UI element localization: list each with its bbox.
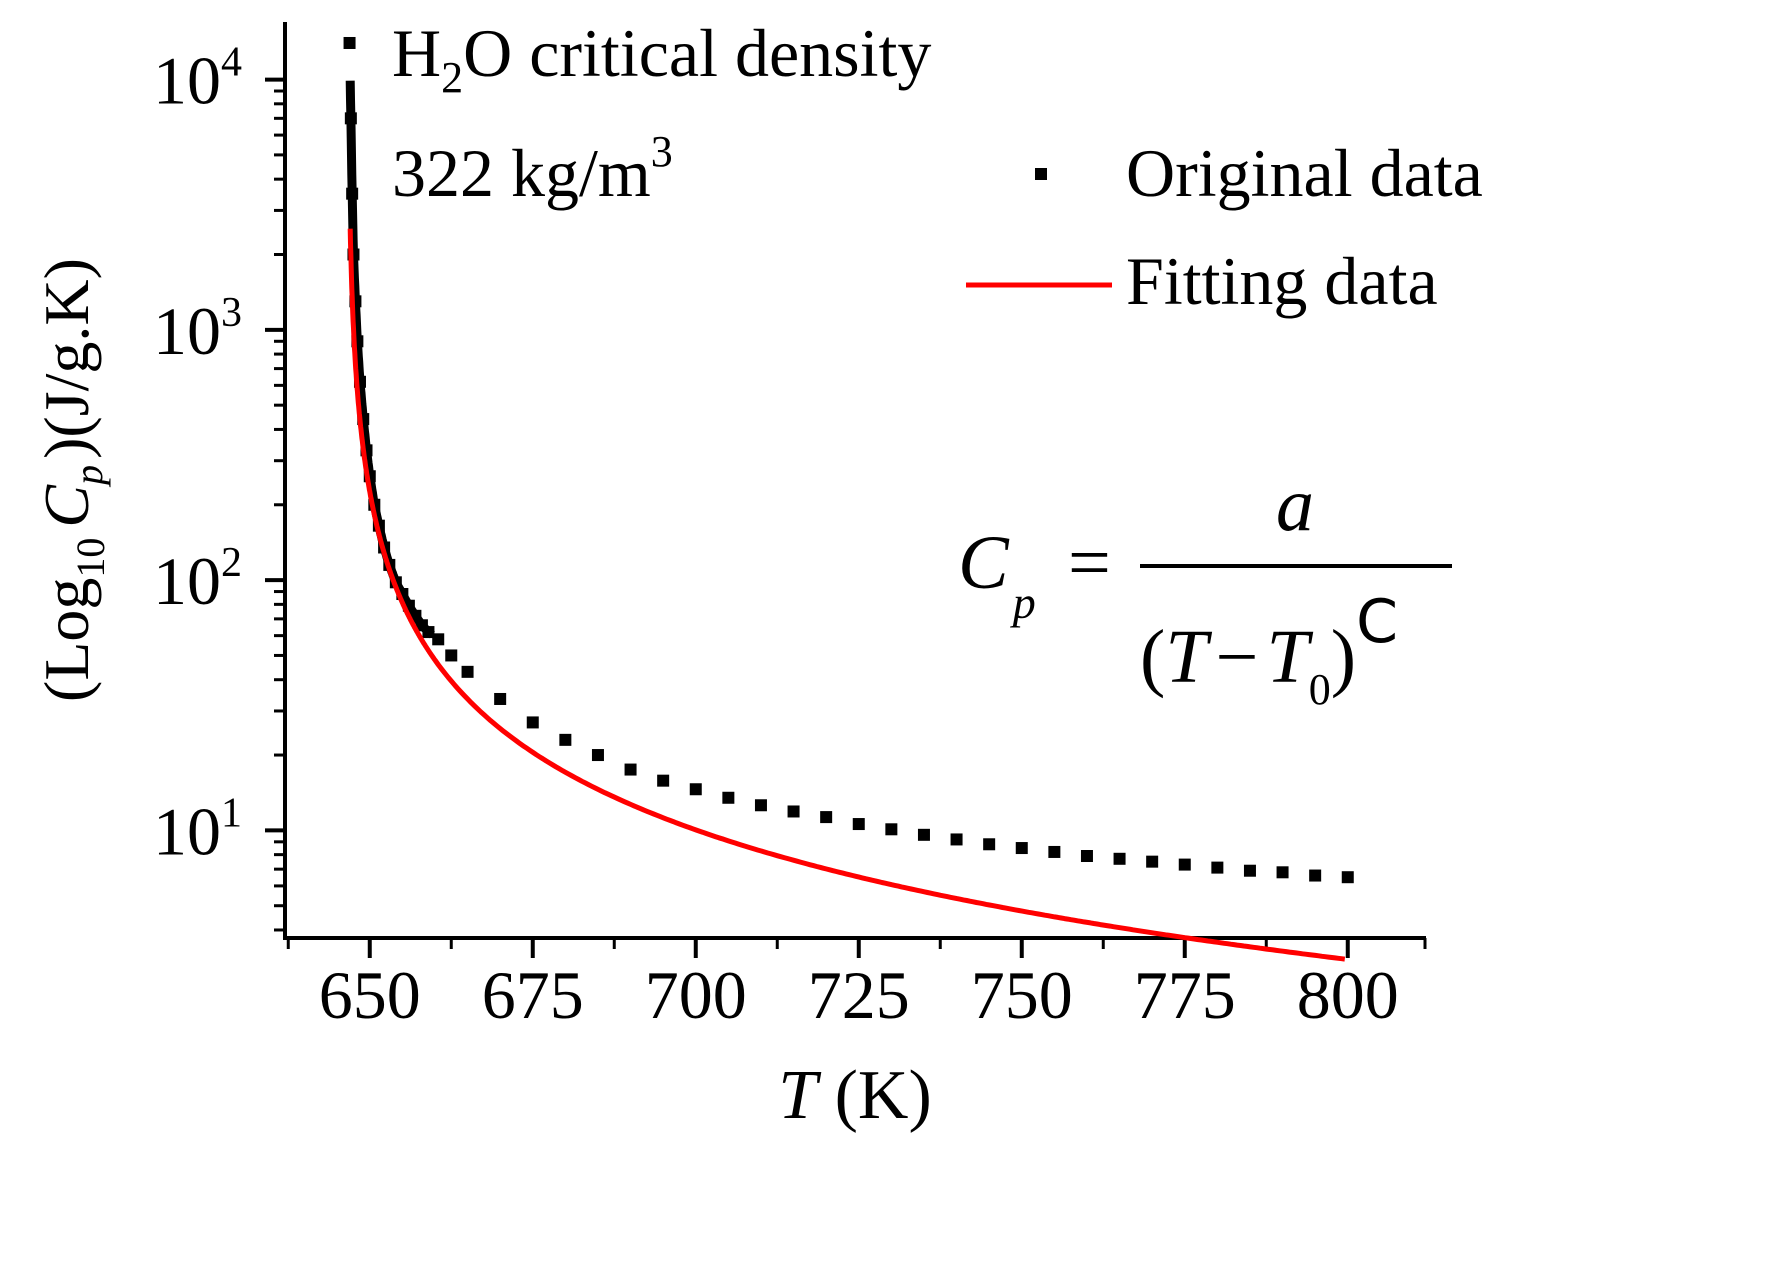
y-tick-label: 104 [153,40,242,119]
legend-label-original: Original data [1126,135,1483,211]
legend: Original data Fitting data [966,135,1483,319]
data-point [591,749,604,762]
data-point [1276,866,1289,879]
axis-ticks [265,77,1427,958]
data-point [1211,861,1224,874]
annotation-line2: 322 kg/m3 [392,127,673,211]
data-point [1178,858,1191,871]
x-tick-label: 700 [645,957,747,1033]
data-point [1243,864,1256,877]
data-point [787,805,800,818]
annotation-line1: H2O critical density [392,15,931,102]
data-point [722,791,735,804]
data-point [820,811,833,824]
x-axis-title: T (K) [778,1057,932,1134]
data-point [1309,869,1322,882]
legend-label-fitting: Fitting data [1126,243,1438,319]
data-point [624,763,637,776]
formula-lhs: Cp [958,521,1036,628]
data-point [917,828,930,841]
data-point [432,633,445,646]
data-point [657,774,670,787]
x-tick-labels: 650 675 700 725 750 775 800 [319,957,1399,1033]
data-point [1146,855,1159,868]
data-point [1080,850,1093,863]
x-tick-label: 800 [1297,957,1399,1033]
y-tick-label: 103 [153,290,242,369]
data-point [1113,852,1126,865]
formula-equals: = [1068,521,1111,605]
data-point [983,838,996,851]
formula-denominator: (T − T0)C [1140,587,1398,714]
y-axis-title: (Log10Cp)(J/g.K) [31,258,113,702]
x-tick-label: 675 [482,957,584,1033]
legend-marker-original [1035,168,1047,180]
y-tick-label: 102 [153,540,242,619]
x-tick-label: 750 [971,957,1073,1033]
formula: Cp = a (T − T0)C [958,463,1452,714]
data-point [754,799,767,812]
x-tick-label: 775 [1134,957,1236,1033]
data-point [494,692,507,705]
data-point [526,716,539,729]
data-point [559,733,572,746]
y-tick-label: 101 [153,790,242,869]
data-point [950,833,963,846]
data-point [343,36,356,49]
x-tick-label: 725 [808,957,910,1033]
fitting-data-line [347,228,1346,962]
annotation: H2O critical density 322 kg/m3 [392,15,931,211]
data-point [461,665,474,678]
formula-numerator: a [1276,463,1314,547]
x-tick-label: 650 [319,957,421,1033]
data-point [445,649,458,662]
data-point [1341,871,1354,884]
data-point [885,823,898,836]
data-point [1015,842,1028,855]
data-point [852,818,865,831]
y-tick-labels: 101 102 103 104 [153,40,242,870]
data-point [689,783,702,796]
data-point [1048,845,1061,858]
